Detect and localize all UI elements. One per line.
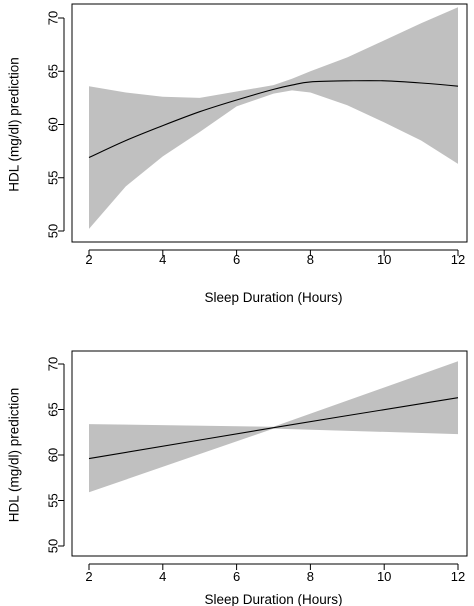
y-axis-title: HDL (mg/dl) prediction	[7, 57, 22, 192]
confidence-band	[89, 7, 458, 229]
y-tick-label: 55	[46, 171, 61, 185]
prediction-line	[88, 80, 459, 159]
x-tick-label: 2	[85, 252, 92, 267]
x-tick-label: 4	[159, 252, 166, 267]
confidence-band	[89, 361, 458, 493]
y-tick-label: 55	[46, 493, 61, 507]
x-tick-label: 8	[307, 252, 314, 267]
x-tick-label: 6	[233, 252, 240, 267]
x-tick-label: 4	[159, 569, 166, 584]
x-tick-label: 6	[233, 569, 240, 584]
x-tick-label: 10	[377, 252, 391, 267]
x-tick-label: 12	[451, 252, 465, 267]
y-tick-label: 50	[46, 539, 61, 553]
y-tick-label: 60	[46, 117, 61, 131]
y-tick-label: 70	[46, 11, 61, 25]
y-tick-label: 65	[46, 64, 61, 78]
top-chart-panel: 50 55 60 65 70 2 4 6 8 10 12 Sleep Duration (Hours)…	[7, 3, 468, 305]
x-tick-label: 2	[85, 569, 92, 584]
plot-frame	[71, 350, 468, 557]
bottom-chart-panel: 50 55 60 65 70 2 4 6 8 10 12 Sleep Duration (Hours)…	[7, 350, 468, 606]
plot-frame	[71, 3, 468, 243]
x-tick-label: 10	[377, 569, 391, 584]
y-tick-label: 65	[46, 402, 61, 416]
x-tick-label: 8	[307, 569, 314, 584]
x-tick-label: 12	[451, 569, 465, 584]
prediction-line	[88, 397, 459, 460]
x-axis-title: Sleep Duration (Hours)	[204, 592, 342, 606]
y-tick-label: 70	[46, 357, 61, 371]
y-tick-label: 50	[46, 224, 61, 238]
y-tick-label: 60	[46, 448, 61, 462]
x-axis-title: Sleep Duration (Hours)	[204, 290, 342, 305]
y-axis-title: HDL (mg/dl) prediction	[7, 388, 22, 523]
